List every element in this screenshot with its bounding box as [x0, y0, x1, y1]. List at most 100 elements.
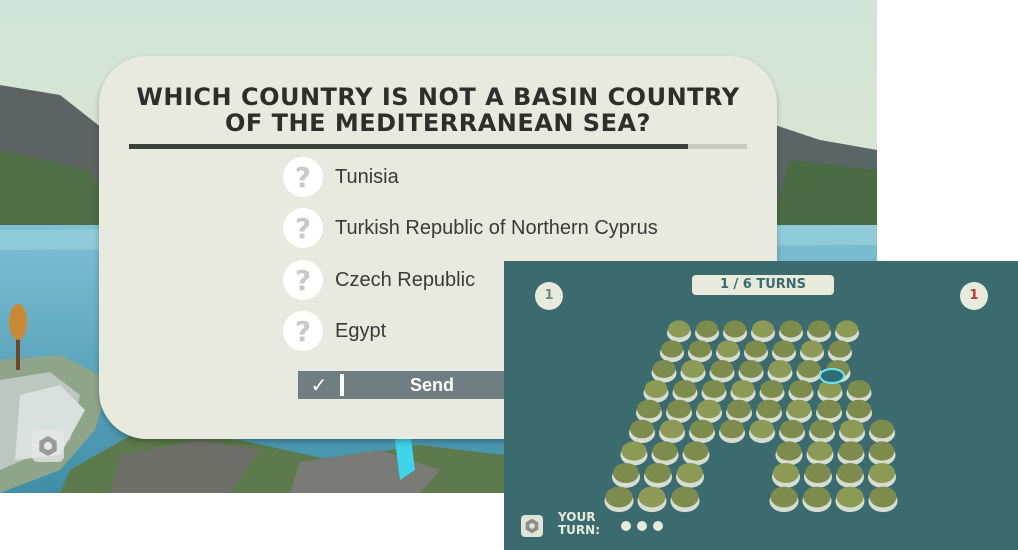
hex-island-tile[interactable]	[716, 340, 740, 363]
hex-island-tile[interactable]	[726, 399, 752, 423]
question-mark-icon: ?	[283, 311, 323, 351]
hex-island-tile[interactable]	[666, 399, 692, 423]
hex-island-tile[interactable]	[868, 486, 898, 513]
hex-island-tile[interactable]	[643, 380, 669, 403]
hex-island-tile[interactable]	[680, 360, 706, 383]
hex-island-tile[interactable]	[835, 486, 865, 513]
turns-counter: 1 / 6 TURNS	[692, 275, 834, 295]
hex-island-tile[interactable]	[839, 419, 865, 443]
hex-island-tile[interactable]	[612, 463, 640, 488]
hex-island-tile[interactable]	[769, 486, 799, 513]
turn-dot	[637, 521, 647, 531]
answer-label: Turkish Republic of Northern Cyprus	[335, 216, 658, 239]
hex-island-tile[interactable]	[786, 399, 812, 423]
hex-island-tile[interactable]	[682, 441, 710, 466]
hex-island-tile[interactable]	[868, 441, 896, 466]
hex-island-tile[interactable]	[667, 320, 691, 343]
opponent-score-badge: 1	[960, 282, 988, 310]
send-button[interactable]: ✓ Send	[298, 371, 508, 399]
question-line-1: WHICH COUNTRY IS NOT A BASIN COUNTRY	[136, 83, 740, 111]
hex-island-tile[interactable]	[696, 399, 722, 423]
hex-island-tile[interactable]	[846, 380, 872, 403]
your-turn-line-2: TURN:	[558, 523, 601, 537]
hex-island-tile[interactable]	[672, 380, 698, 403]
hex-island-tile[interactable]	[767, 360, 793, 383]
question-title: WHICH COUNTRY IS NOT A BASIN COUNTRY OF …	[99, 84, 777, 136]
hex-island-tile[interactable]	[775, 441, 803, 466]
hex-island-tile[interactable]	[637, 486, 667, 513]
hex-island-tile[interactable]	[723, 320, 747, 343]
your-turn-line-1: YOUR	[558, 510, 596, 524]
hex-island-tile[interactable]	[800, 340, 824, 363]
gear-icon	[525, 518, 539, 534]
hex-island-tile[interactable]	[651, 441, 679, 466]
hex-island-tile[interactable]	[804, 463, 832, 488]
hex-island-tile[interactable]	[719, 419, 745, 443]
hex-island-tile[interactable]	[620, 441, 648, 466]
question-mark-icon: ?	[283, 208, 323, 248]
hex-island-tile[interactable]	[779, 320, 803, 343]
settings-button[interactable]	[32, 430, 64, 462]
hex-island-tile[interactable]	[659, 419, 685, 443]
hex-island-tile[interactable]	[772, 340, 796, 363]
hex-island-tile[interactable]	[806, 441, 834, 466]
hex-island-tile[interactable]	[869, 419, 895, 443]
player-score-badge: 1	[535, 282, 563, 310]
answer-option-1[interactable]: ? Tunisia	[283, 156, 399, 198]
hex-island-tile[interactable]	[846, 399, 872, 423]
hex-island-tile[interactable]	[751, 320, 775, 343]
gear-icon	[39, 436, 57, 456]
hex-island-tile[interactable]	[816, 399, 842, 423]
hex-island-tile[interactable]	[738, 360, 764, 383]
answer-option-2[interactable]: ? Turkish Republic of Northern Cyprus	[283, 207, 658, 249]
question-line-2: OF THE MEDITERRANEAN SEA?	[225, 109, 651, 137]
hex-island-tile[interactable]	[676, 463, 704, 488]
hex-island-tile[interactable]	[772, 463, 800, 488]
hex-island-tile[interactable]	[868, 463, 896, 488]
hex-island-tile[interactable]	[701, 380, 727, 403]
answer-option-4[interactable]: ? Egypt	[283, 310, 386, 352]
hex-island-tile[interactable]	[788, 380, 814, 403]
hex-island-tile[interactable]	[629, 419, 655, 443]
hex-island-tile[interactable]	[828, 340, 852, 363]
hex-island-tile[interactable]	[651, 360, 677, 383]
hex-island-tile[interactable]	[709, 360, 735, 383]
hex-island-tile[interactable]	[636, 399, 662, 423]
question-mark-icon: ?	[283, 260, 323, 300]
hex-island-tile[interactable]	[660, 340, 684, 363]
send-label: Send	[410, 374, 455, 395]
hex-island-tile[interactable]	[730, 380, 756, 403]
hex-island-tile[interactable]	[695, 320, 719, 343]
hex-island-tile[interactable]	[670, 486, 700, 513]
hex-island-tile[interactable]	[836, 463, 864, 488]
your-turn-label: YOUR TURN:	[558, 511, 600, 537]
question-mark-icon: ?	[283, 157, 323, 197]
hex-island-tile[interactable]	[604, 486, 634, 513]
hex-island-tile[interactable]	[688, 340, 712, 363]
hex-island-tile[interactable]	[817, 380, 843, 403]
timer-bar	[129, 144, 747, 149]
hex-island-tile[interactable]	[689, 419, 715, 443]
hex-island-tile[interactable]	[802, 486, 832, 513]
answer-label: Czech Republic	[335, 268, 476, 291]
hex-island-tile[interactable]	[807, 320, 831, 343]
answer-option-3[interactable]: ? Czech Republic	[283, 259, 475, 301]
checkmark-icon: ✓	[310, 373, 328, 397]
hex-island-tile[interactable]	[749, 419, 775, 443]
hex-island-tile[interactable]	[779, 419, 805, 443]
highlighted-hex[interactable]	[819, 368, 845, 384]
hex-island-tile[interactable]	[796, 360, 822, 383]
answer-label: Tunisia	[335, 165, 399, 188]
hex-island-tile[interactable]	[835, 320, 859, 343]
hex-island-tile[interactable]	[744, 340, 768, 363]
hex-island-tile[interactable]	[759, 380, 785, 403]
send-divider	[340, 374, 344, 396]
hex-island-tile[interactable]	[644, 463, 672, 488]
hex-island-tile[interactable]	[756, 399, 782, 423]
board-settings-button[interactable]	[521, 515, 543, 537]
hex-island-tile[interactable]	[809, 419, 835, 443]
timer-fill	[129, 144, 689, 149]
hex-island-tile[interactable]	[837, 441, 865, 466]
board-screen: 1 / 6 TURNS 1 1 YOUR TURN:	[504, 261, 1018, 550]
